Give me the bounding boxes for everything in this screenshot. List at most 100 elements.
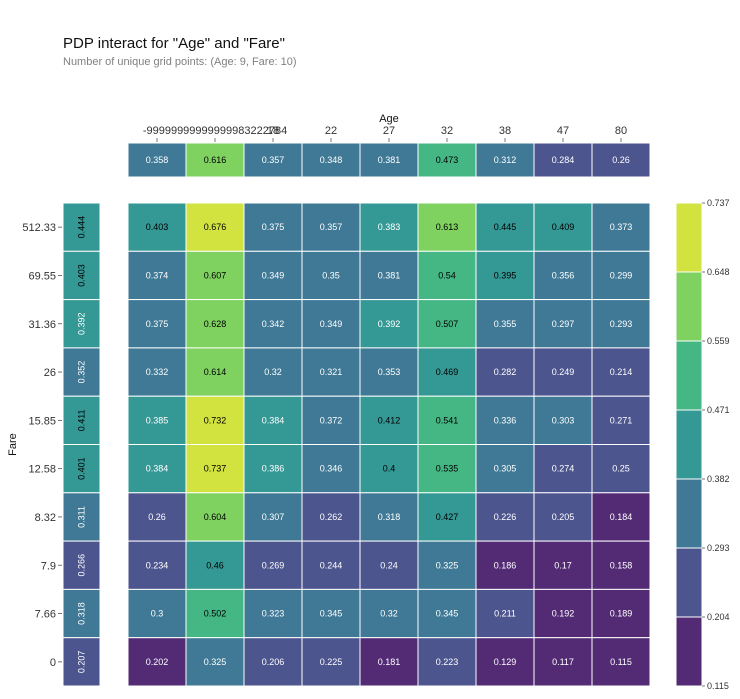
heatmap-cell-label: 0.35 xyxy=(322,270,340,280)
heatmap-cell-label: 0.115 xyxy=(610,657,632,667)
heatmap-cell-label: 0.225 xyxy=(320,657,343,667)
heatmap-cell xyxy=(533,637,593,687)
heatmap-cell-label: 0.349 xyxy=(320,319,343,329)
heatmap-cell-label: 0.469 xyxy=(436,367,459,377)
heatmap-cell-label: 0.262 xyxy=(320,512,343,522)
heatmap-cell-label: 0.297 xyxy=(552,319,575,329)
heatmap-cell-label: 0.384 xyxy=(262,415,285,425)
heatmap-cell xyxy=(475,637,535,687)
heatmap-cell xyxy=(185,299,245,349)
heatmap-cell xyxy=(243,637,303,687)
y-tick-label: 8.32 xyxy=(35,512,56,524)
colorbar: 0.737 0.648 0.559 0.471 0.382 0.293 0.204 0.115 xyxy=(675,198,730,691)
fare-marginal-cell xyxy=(62,250,101,301)
heatmap-cell-label: 0.332 xyxy=(146,367,169,377)
heatmap-cell-label: 0.614 xyxy=(204,367,227,377)
heatmap-cell-label: 0.628 xyxy=(204,319,227,329)
fare-marginal-label: 0.352 xyxy=(77,361,87,384)
fare-marginal-label: 0.266 xyxy=(77,554,87,577)
colorbar-tick-label: 0.471 xyxy=(707,405,730,415)
heatmap-cell-label: 0.374 xyxy=(146,270,169,280)
y-tick-label: 7.66 xyxy=(35,609,56,621)
heatmap-cell-label: 0.403 xyxy=(146,222,169,232)
x-tick-label: 47 xyxy=(557,125,569,137)
heatmap-cell-label: 0.226 xyxy=(494,512,517,522)
fare-marginal-label: 0.444 xyxy=(77,216,87,239)
heatmap-cell-label: 0.214 xyxy=(610,367,633,377)
heatmap-cell xyxy=(475,395,535,446)
colorbar-segment xyxy=(675,478,703,549)
heatmap-cell-label: 0.205 xyxy=(552,512,575,522)
heatmap-cell xyxy=(185,492,245,542)
heatmap-cell-label: 0.345 xyxy=(320,609,343,619)
heatmap-cell xyxy=(533,540,593,590)
age-marginal-label: 0.284 xyxy=(552,155,575,165)
chart-subtitle: Number of unique grid points: (Age: 9, F… xyxy=(63,56,297,68)
age-marginal-label: 0.616 xyxy=(204,155,227,165)
heatmap-cell-label: 0.507 xyxy=(436,319,459,329)
heatmap-cell xyxy=(185,637,245,687)
heatmap-cell-label: 0.293 xyxy=(610,319,633,329)
age-marginal-label: 0.348 xyxy=(320,155,343,165)
heatmap-cell-label: 0.381 xyxy=(378,270,401,280)
heatmap-cell xyxy=(359,588,419,639)
heatmap-cell-label: 0.613 xyxy=(436,222,459,232)
heatmap-cell xyxy=(127,444,187,494)
heatmap-cell xyxy=(417,250,477,301)
colorbar-segment xyxy=(675,340,703,411)
fare-marginal-cell xyxy=(62,395,101,446)
heatmap-cell xyxy=(185,395,245,446)
heatmap-cell xyxy=(591,250,651,301)
age-marginal-cell xyxy=(533,142,593,178)
heatmap-cell xyxy=(591,347,651,397)
heatmap-cell xyxy=(301,444,361,494)
heatmap-cell xyxy=(301,395,361,446)
heatmap-cell xyxy=(417,588,477,639)
heatmap-cell xyxy=(243,202,303,252)
heatmap-cell-label: 0.211 xyxy=(494,609,516,619)
heatmap-cell xyxy=(127,202,187,252)
heatmap-cell-label: 0.17 xyxy=(554,560,572,570)
fare-marginal-label: 0.403 xyxy=(77,264,87,287)
fare-marginal-cell xyxy=(62,637,101,687)
heatmap-cell-label: 0.303 xyxy=(552,415,575,425)
heatmap-cell xyxy=(591,540,651,590)
heatmap-cell xyxy=(127,637,187,687)
heatmap-cell-label: 0.25 xyxy=(612,464,630,474)
y-tick-label: 26 xyxy=(44,367,56,379)
fare-marginal-strip: 0.444 0.403 0.392 0.352 0.411 0.401 0.311 0.266… xyxy=(62,202,101,687)
fare-marginal-cell xyxy=(62,347,101,397)
heatmap-cell xyxy=(475,540,535,590)
fare-marginal-label: 0.207 xyxy=(77,651,87,674)
colorbar-tick-label: 0.115 xyxy=(707,681,729,691)
heatmap-cell-label: 0.535 xyxy=(436,464,459,474)
colorbar-tick-label: 0.648 xyxy=(707,267,730,277)
heatmap-cell-label: 0.26 xyxy=(148,512,166,522)
heatmap-cell xyxy=(243,588,303,639)
chart-title: PDP interact for "Age" and "Fare" xyxy=(63,35,285,52)
fare-marginal-label: 0.392 xyxy=(77,312,87,335)
heatmap-cell-label: 0.129 xyxy=(494,657,517,667)
heatmap-cell xyxy=(359,202,419,252)
colorbar-tick-label: 0.559 xyxy=(707,336,730,346)
heatmap-cell xyxy=(127,250,187,301)
heatmap-cell-label: 0.186 xyxy=(494,560,517,570)
heatmap-cell xyxy=(127,347,187,397)
heatmap-cell xyxy=(127,492,187,542)
heatmap-cell-label: 0.318 xyxy=(378,512,401,522)
age-marginal-label: 0.26 xyxy=(612,155,630,165)
heatmap-cell xyxy=(475,299,535,349)
heatmap-cell xyxy=(301,347,361,397)
heatmap-cell-label: 0.395 xyxy=(494,270,517,280)
heatmap-cell-label: 0.345 xyxy=(436,609,459,619)
y-tick-label: 31.36 xyxy=(28,319,56,331)
heatmap-cell xyxy=(475,588,535,639)
heatmap-cell xyxy=(475,347,535,397)
heatmap-cell-label: 0.409 xyxy=(552,222,575,232)
age-marginal-label: 0.358 xyxy=(146,155,169,165)
colorbar-segment xyxy=(675,616,703,687)
heatmap-cell-label: 0.32 xyxy=(264,367,282,377)
y-tick-label: 69.55 xyxy=(28,270,56,282)
heatmap-cell-label: 0.604 xyxy=(204,512,227,522)
